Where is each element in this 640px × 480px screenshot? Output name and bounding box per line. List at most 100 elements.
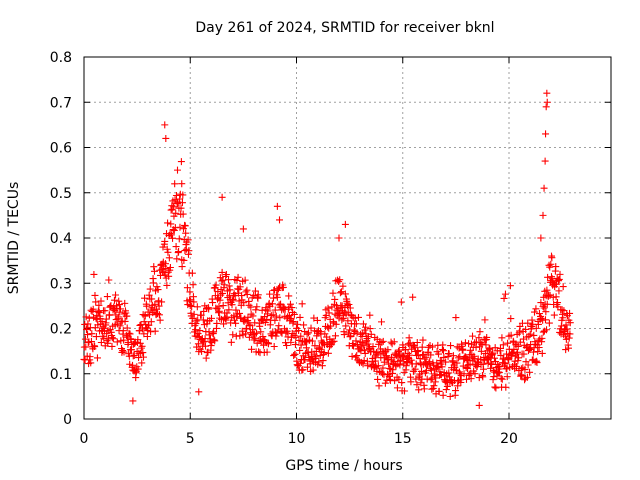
data-point [90, 270, 98, 278]
data-point-peak [335, 234, 343, 242]
data-point [413, 338, 421, 346]
data-point [226, 286, 234, 294]
data-point [521, 366, 529, 374]
data-point [419, 336, 427, 344]
data-point-peak [162, 134, 170, 142]
data-point [405, 334, 413, 342]
y-tick-label: 0.7 [50, 95, 72, 111]
data-point-peak [542, 103, 550, 111]
data-point [172, 191, 180, 199]
data-point [337, 288, 345, 296]
data-point [156, 316, 164, 324]
data-point [389, 366, 397, 374]
data-point [438, 363, 446, 371]
data-point [501, 290, 509, 298]
data-point [295, 336, 303, 344]
data-point [120, 336, 128, 344]
data-point [446, 392, 454, 400]
data-point [448, 357, 456, 365]
data-point [206, 335, 214, 343]
data-point [292, 333, 300, 341]
data-point [113, 338, 121, 346]
data-point [271, 316, 279, 324]
data-point [218, 268, 226, 276]
data-point [141, 294, 149, 302]
data-point [167, 220, 175, 228]
data-point [366, 325, 374, 333]
data-point [413, 381, 421, 389]
data-point [332, 320, 340, 328]
data-point [127, 335, 135, 343]
data-point [108, 342, 116, 350]
data-point [296, 346, 304, 354]
data-point [353, 352, 361, 360]
data-point [87, 359, 95, 367]
data-point [171, 180, 179, 188]
data-point [176, 195, 184, 203]
data-point [366, 311, 374, 319]
data-point [324, 349, 332, 357]
data-point [556, 328, 564, 336]
data-point [286, 300, 294, 308]
data-point [427, 366, 435, 374]
data-point [562, 321, 570, 329]
data-point [263, 315, 271, 323]
data-point [302, 344, 310, 352]
data-point [220, 281, 228, 289]
data-point [429, 343, 436, 351]
data-point [294, 320, 302, 328]
data-point [104, 339, 112, 347]
data-point [151, 327, 159, 335]
data-point [320, 349, 328, 357]
data-point [101, 307, 109, 315]
data-point [208, 314, 215, 322]
data-point [445, 350, 453, 358]
data-point [188, 269, 196, 277]
data-point [116, 322, 124, 330]
data-point [464, 364, 472, 372]
data-point [200, 338, 208, 346]
data-point [92, 333, 100, 341]
data-point [146, 285, 154, 293]
data-point [85, 314, 93, 322]
data-point [178, 263, 186, 271]
data-point [138, 325, 146, 333]
data-point [532, 305, 540, 313]
data-point [147, 318, 155, 326]
data-point [221, 315, 229, 323]
data-point [202, 354, 210, 362]
data-point [179, 210, 187, 218]
data-point [420, 385, 428, 393]
data-point [358, 332, 366, 340]
data-point [541, 316, 549, 324]
data-point [427, 351, 435, 359]
data-point [348, 352, 356, 360]
data-point [315, 358, 323, 366]
data-point [155, 311, 163, 319]
data-point [140, 353, 147, 361]
data-point [533, 359, 541, 367]
data-point [255, 348, 263, 356]
data-point [290, 310, 298, 318]
data-point [453, 359, 461, 367]
data-point [250, 292, 258, 300]
data-point [534, 320, 542, 328]
data-point [108, 334, 116, 342]
data-point [402, 362, 410, 370]
data-point [115, 301, 123, 309]
data-point [514, 348, 521, 356]
data-point [240, 299, 248, 307]
data-point [247, 303, 255, 311]
data-point [472, 338, 480, 346]
data-point [415, 386, 423, 394]
data-point [165, 272, 173, 280]
data-point [139, 349, 147, 357]
data-point [272, 312, 280, 320]
data-point [210, 336, 218, 344]
data-point [154, 286, 162, 294]
data-point [173, 255, 181, 263]
data-point [428, 385, 436, 393]
data-point [182, 229, 190, 237]
data-point [197, 311, 205, 319]
data-point [276, 314, 284, 322]
